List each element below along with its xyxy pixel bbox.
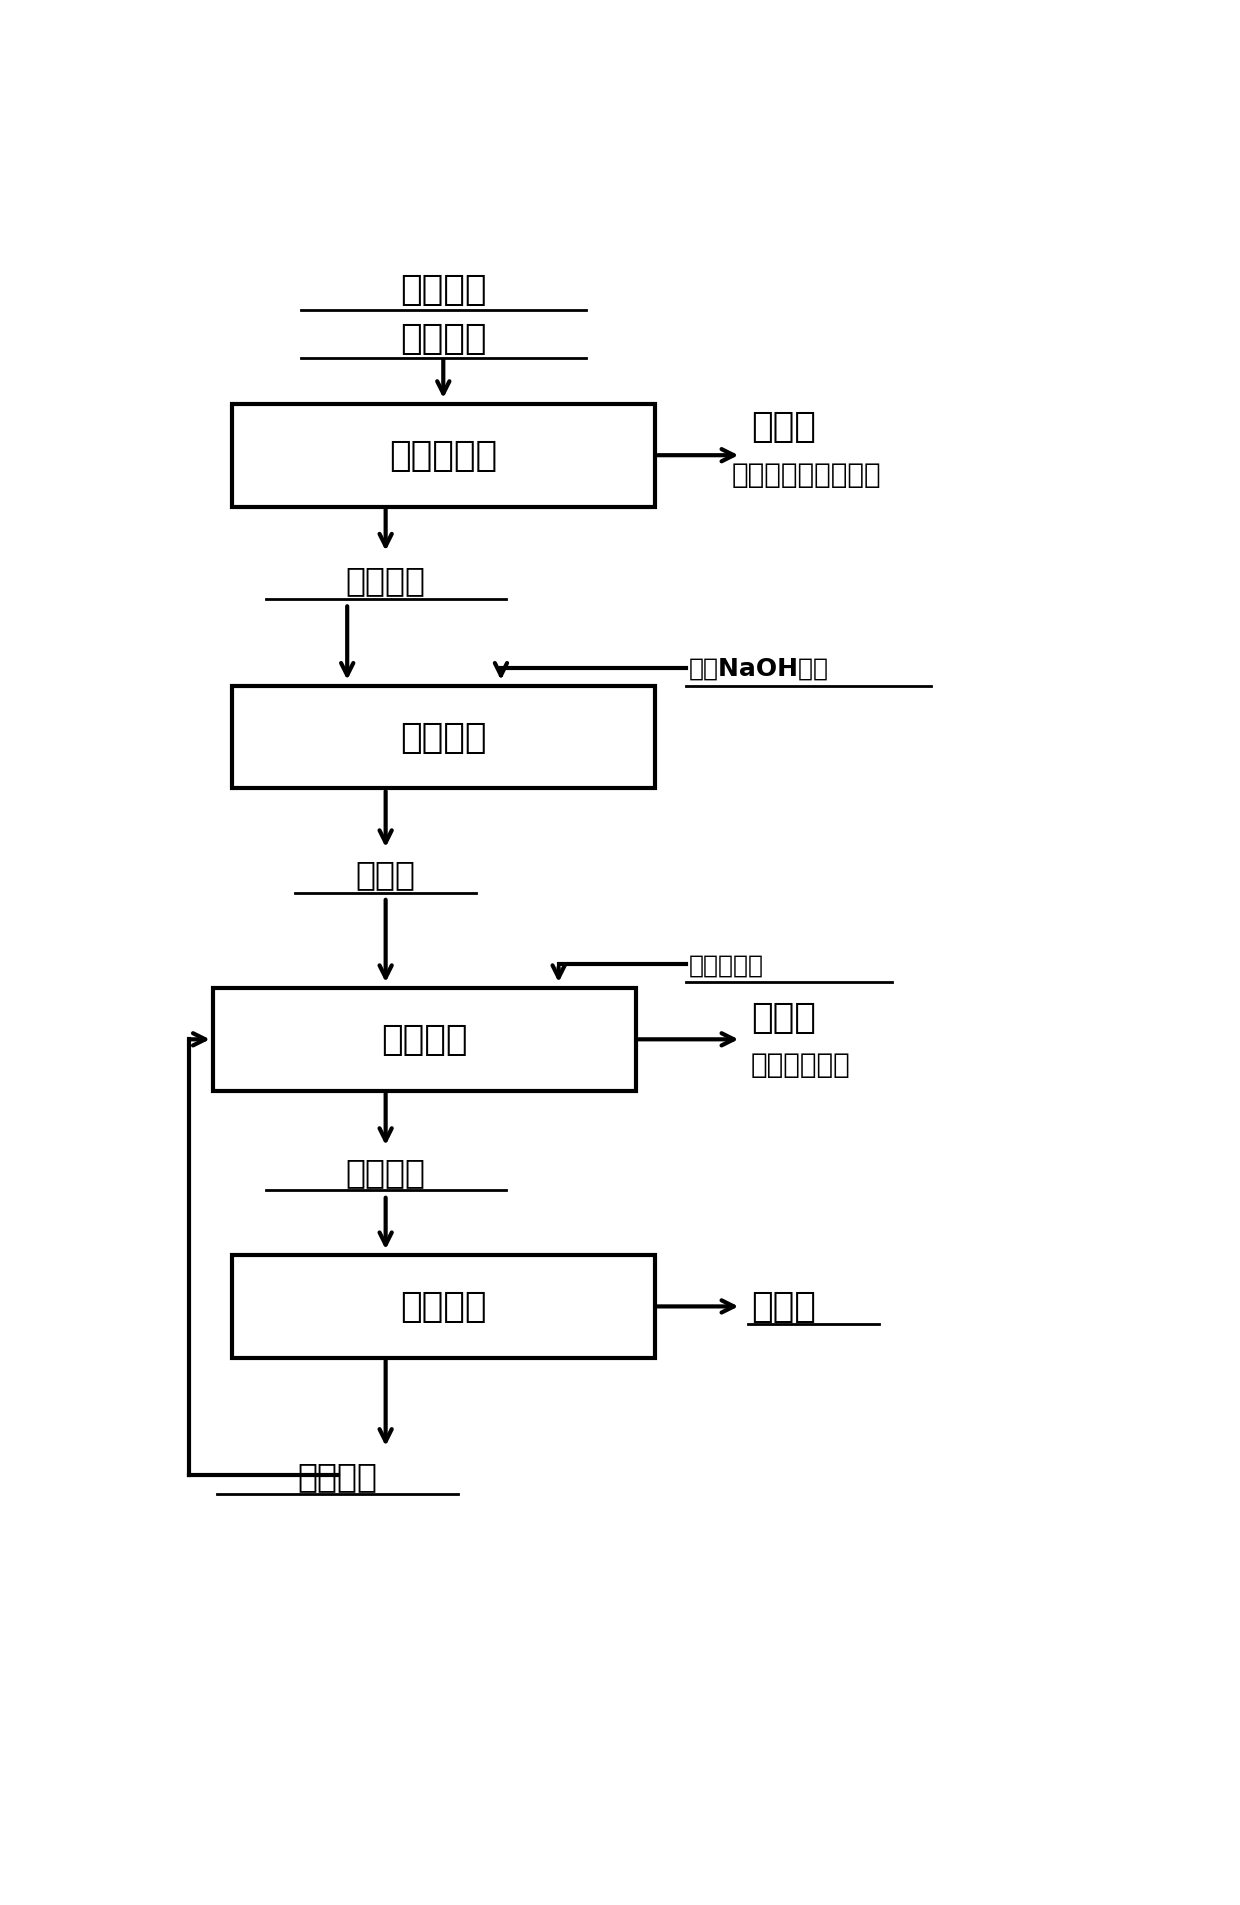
Text: 除杂后液: 除杂后液	[346, 1154, 425, 1189]
Text: 碱洗液: 碱洗液	[356, 857, 415, 890]
Text: 净化渣: 净化渣	[751, 1000, 816, 1034]
Text: 冶炼烟灰: 冶炼烟灰	[401, 322, 486, 356]
Text: （集中处理）: （集中处理）	[751, 1052, 851, 1078]
Text: 粗溴盐: 粗溴盐	[751, 1290, 816, 1324]
Text: 焙烧烟气: 焙烧烟气	[346, 564, 425, 596]
Text: 焙烧砂: 焙烧砂	[751, 410, 816, 444]
Bar	[213, 989, 635, 1092]
Text: 结晶母液: 结晶母液	[298, 1459, 378, 1492]
Bar	[232, 1255, 655, 1358]
Text: 废线路板: 废线路板	[401, 272, 486, 307]
Text: 硫酸化焦烧: 硫酸化焦烧	[389, 438, 497, 472]
Bar	[232, 686, 655, 789]
Text: 饱和NaOH溶液: 饱和NaOH溶液	[688, 657, 828, 680]
Text: 碕洗噴淋: 碕洗噴淋	[401, 720, 486, 754]
Bar	[232, 404, 655, 507]
Text: 蒸发结晶: 蒸发结晶	[401, 1290, 486, 1324]
Text: 净化除杂: 净化除杂	[381, 1023, 467, 1057]
Text: （送脱铜、锌处理）: （送脱铜、锌处理）	[732, 461, 882, 490]
Text: 工业浓硫酸: 工业浓硫酸	[688, 952, 764, 977]
